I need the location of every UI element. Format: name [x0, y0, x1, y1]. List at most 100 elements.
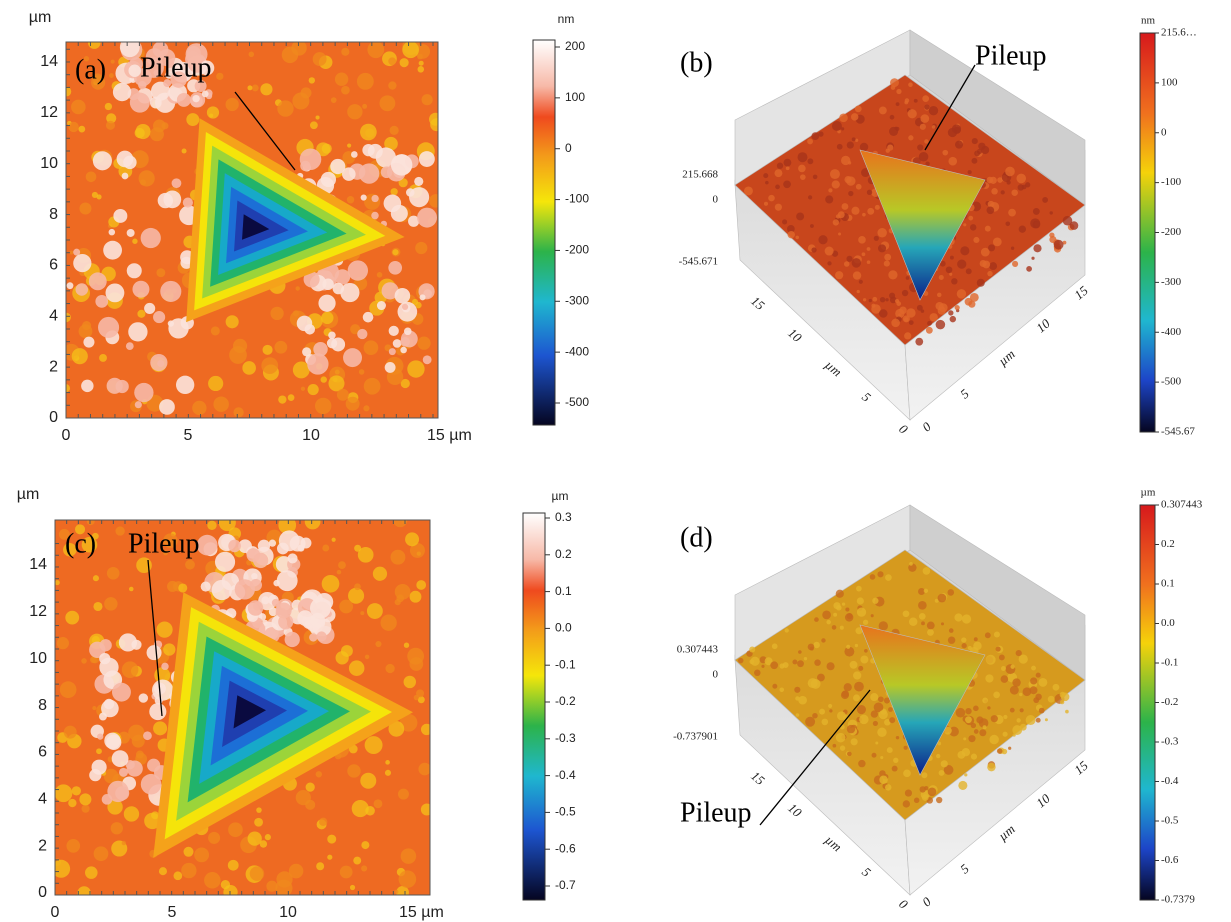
surface-texture — [966, 268, 972, 274]
surface-texture — [999, 655, 1005, 661]
pileup-blob — [141, 774, 162, 795]
surface-texture — [836, 733, 846, 743]
surface-texture — [948, 157, 957, 166]
annotation: Pileup — [975, 40, 1047, 71]
pileup-blob — [348, 260, 368, 280]
colorbar-unit: µm — [552, 489, 569, 503]
texture — [404, 676, 416, 688]
pileup-blob — [112, 683, 131, 702]
surface-texture — [988, 244, 995, 251]
texture — [375, 641, 381, 647]
surface-texture — [1031, 257, 1034, 260]
surface-texture — [906, 276, 910, 280]
texture — [252, 84, 259, 91]
texture — [310, 121, 318, 129]
y-tick-label: 4 — [38, 790, 47, 807]
texture — [405, 532, 419, 546]
surface-texture — [970, 224, 976, 230]
surface-texture — [987, 706, 990, 709]
pileup-blob — [389, 326, 399, 336]
texture — [129, 587, 134, 592]
surface-texture — [845, 613, 853, 621]
surface-texture — [904, 332, 911, 339]
pileup-blob — [371, 212, 379, 220]
texture — [390, 550, 405, 565]
texture — [137, 310, 145, 318]
texture — [254, 818, 263, 827]
texture — [219, 514, 236, 531]
surface-texture — [914, 99, 918, 103]
surface-texture — [1008, 747, 1011, 750]
y-tick-label: 0 — [49, 409, 58, 426]
pileup-blob — [361, 194, 367, 200]
texture — [332, 538, 336, 542]
surface-texture — [952, 124, 961, 133]
surface-texture — [1035, 694, 1041, 700]
surface-texture — [1019, 225, 1026, 232]
texture — [105, 103, 112, 110]
texture — [132, 239, 137, 244]
texture — [409, 657, 423, 671]
surface-texture — [863, 620, 868, 625]
surface-texture — [1038, 678, 1047, 687]
surface-texture — [878, 244, 886, 252]
texture — [429, 194, 442, 207]
pileup-blob — [147, 645, 162, 660]
surface-texture — [812, 713, 818, 719]
texture — [79, 793, 91, 805]
surface-texture — [841, 691, 849, 699]
surface-texture — [898, 313, 901, 316]
surface-texture — [1001, 190, 1005, 194]
texture — [159, 867, 167, 875]
pileup-blob — [269, 540, 276, 547]
x-tick-label: 10 — [302, 427, 320, 444]
texture — [122, 841, 126, 845]
colorbar-tick-label: -0.2 — [555, 694, 576, 708]
surface-texture — [853, 671, 861, 679]
surface-texture — [1003, 715, 1007, 719]
y-tick-label: 14 — [29, 556, 47, 573]
y-tick-label: 2 — [38, 837, 47, 854]
surface-texture — [825, 195, 833, 203]
surface-texture — [857, 608, 866, 617]
texture — [292, 92, 309, 109]
x-axis-label: 10 — [785, 800, 805, 820]
surface-texture — [858, 666, 863, 671]
texture — [213, 396, 228, 411]
texture — [367, 41, 384, 58]
surface-texture — [974, 637, 978, 641]
texture — [104, 597, 117, 610]
surface-texture — [914, 798, 920, 804]
surface-texture — [968, 735, 975, 742]
pileup-blob — [81, 380, 93, 392]
texture — [82, 805, 90, 813]
pileup-blob — [83, 337, 94, 348]
surface-texture — [927, 321, 932, 326]
surface-texture — [1020, 708, 1024, 712]
texture — [181, 863, 196, 878]
surface-texture — [879, 710, 888, 719]
texture — [156, 268, 165, 277]
surface-texture — [851, 113, 858, 120]
surface-texture — [1016, 718, 1020, 722]
pileup-blob — [423, 355, 432, 364]
pileup-blob — [201, 582, 211, 592]
surface-texture — [858, 236, 866, 244]
surface-texture — [833, 613, 837, 617]
texture — [77, 886, 91, 900]
pileup-blob — [109, 229, 115, 235]
surface-texture — [919, 613, 926, 620]
texture — [207, 521, 216, 530]
surface-texture — [829, 709, 832, 712]
surface-texture — [754, 670, 761, 677]
colorbar-tick-label: -0.3 — [1161, 736, 1179, 748]
pileup-blob — [122, 173, 129, 180]
texture — [315, 398, 331, 414]
surface-texture — [903, 800, 910, 807]
surface-texture — [1036, 718, 1041, 723]
surface-texture — [786, 166, 790, 170]
texture — [78, 126, 85, 133]
surface-texture — [982, 698, 988, 704]
surface-texture — [877, 228, 886, 237]
surface-texture — [977, 279, 985, 287]
